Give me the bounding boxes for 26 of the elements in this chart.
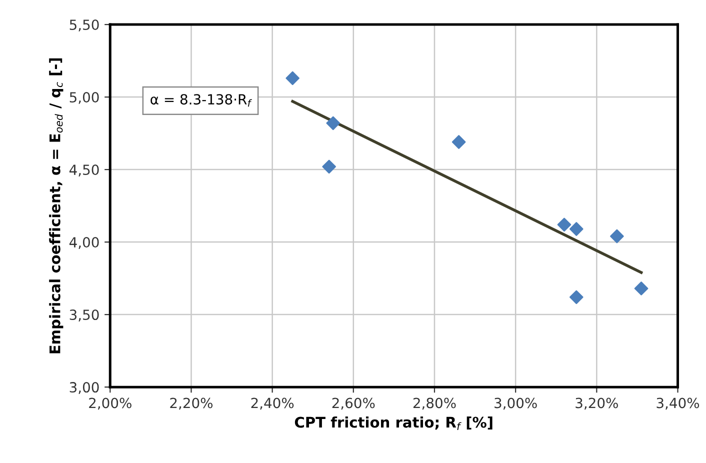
x-tick-label: 3,40% (656, 398, 700, 410)
y-tick-label: 5,50 (70, 20, 99, 32)
point (569, 222, 584, 236)
x-tick-label: 2,60% (332, 398, 375, 410)
y-tick-label: 5,00 (70, 92, 99, 104)
point (610, 229, 624, 244)
x-tick-label: 3,00% (494, 398, 537, 410)
point (452, 135, 466, 149)
y-tick-label: 4,50 (69, 164, 99, 176)
x-tick-label: 3,20% (576, 398, 618, 410)
point (322, 160, 336, 174)
y-tick-label: 3,50 (70, 310, 99, 322)
x-tick-label: 2,20% (170, 398, 213, 410)
annotation: α = 8.3-138·R$_{f}$ (150, 94, 252, 107)
x-tick-label: 2,00% (89, 398, 132, 410)
y-tick-label: 3,00 (70, 382, 99, 394)
x-tick-label: 2,40% (251, 398, 294, 410)
point (557, 218, 572, 232)
y-tick-label: 4,00 (69, 237, 99, 249)
point (326, 116, 340, 130)
point (569, 290, 584, 304)
x-axis-title: CPT friction ratio; R$_{f}$ [%] (294, 416, 492, 430)
y-axis-title: Empirical coefficient, α = E$_{oed}$ / q$_{c}$ [-] (49, 58, 64, 354)
x-tick-label: 2,80% (413, 398, 456, 410)
point (286, 71, 300, 86)
point (634, 282, 648, 296)
